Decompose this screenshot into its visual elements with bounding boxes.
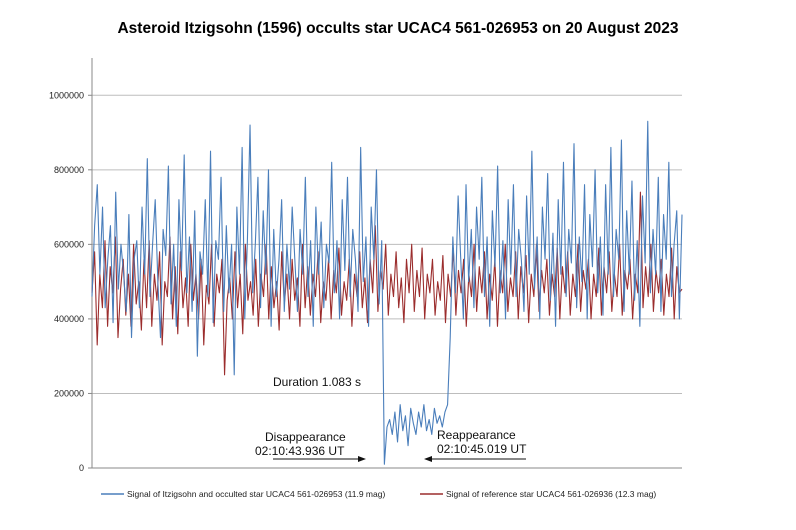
series-lines [91,120,683,465]
legend-label-series-1: Signal of Itzigsohn and occulted star UC… [127,489,385,499]
chart-title: Asteroid Itzigsohn (1596) occults star U… [117,20,679,37]
legend-label-series-2: Signal of reference star UCAC4 561-02693… [446,489,656,499]
disappearance-label: Disappearance [265,430,346,444]
y-tick-label: 0 [79,463,84,473]
y-tick-label: 400000 [54,314,84,324]
y-tick-label: 1000000 [49,90,84,100]
series-line-occulted-star [91,120,683,465]
grid-lines [88,94,682,469]
legend: Signal of Itzigsohn and occulted star UC… [101,489,656,499]
y-tick-labels: 0 200000 400000 600000 800000 1000000 [49,90,84,473]
reappearance-time: 02:10:45.019 UT [437,442,527,456]
duration-annotation: Duration 1.083 s [273,375,361,389]
axes [91,58,682,469]
reappearance-label: Reappearance [437,428,516,442]
y-tick-label: 600000 [54,239,84,249]
disappearance-time: 02:10:43.936 UT [255,444,345,458]
reappearance-arrow [424,456,526,462]
y-tick-label: 200000 [54,388,84,398]
y-tick-label: 800000 [54,165,84,175]
disappearance-arrow [273,456,366,462]
